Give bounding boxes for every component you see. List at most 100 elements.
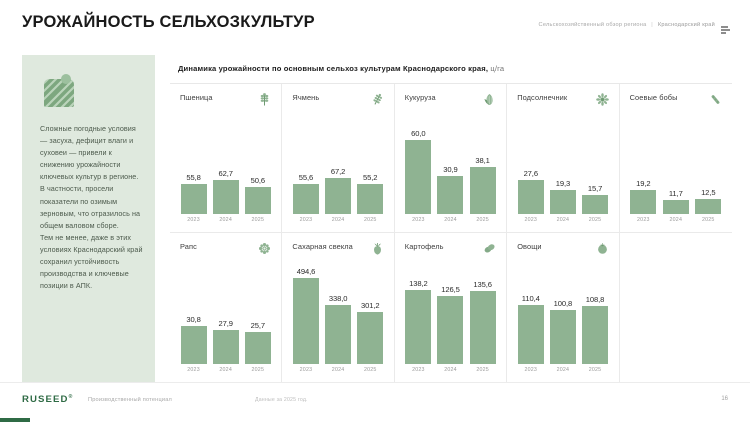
bar-value-label: 338,0 [328,294,348,304]
bar-value-label: 108,8 [585,294,605,304]
summary-panel: Сложные погодные условия — засуха, дефиц… [22,55,155,382]
bar-column[interactable]: 38,1 2025 [469,156,496,223]
bar-column[interactable]: 30,9 2024 [437,165,464,223]
summary-text: Сложные погодные условия — засуха, дефиц… [40,123,144,292]
bar [582,305,609,364]
chart-title-unit: ц/га [488,64,505,73]
crop-grid: Пшеница 55,8 2023 62,7 2024 50,6 2025 Ячмень 5… [170,84,732,382]
bar [212,180,239,214]
footer-divider [0,382,750,383]
bar-column[interactable]: 27,6 2023 [517,169,544,223]
crop-bar-chart: 19,2 2023 11,7 2024 12,5 2025 [630,108,722,223]
crop-cell[interactable]: Кукуруза 60,0 2023 30,9 2024 38,1 2025 [394,84,508,233]
bar-column[interactable]: 27,9 2024 [212,319,239,373]
bar-year-label: 2025 [476,217,489,223]
bar-column[interactable]: 60,0 2023 [405,129,432,223]
bar-year-label: 2023 [524,367,538,373]
crop-cell[interactable]: Картофель 138,2 2023 126,5 2024 135,6 2025 [395,233,508,382]
crop-bar-chart: 110,4 2023 100,8 2024 108,8 2025 [517,258,609,373]
bar-year-label: 2025 [701,217,715,223]
bar [325,177,352,214]
bar-value-label: 27,6 [523,169,538,179]
bar-year-label: 2025 [588,367,602,373]
crop-cell[interactable]: Рапс 30,8 2023 27,9 2024 25,7 2025 [170,233,283,382]
crop-cell-header: Пшеница [180,93,271,119]
bar-column[interactable]: 100,8 2024 [549,299,576,373]
rapeseed-icon [258,242,271,255]
crop-name: Пшеница [180,93,213,102]
crop-name: Подсолнечник [517,93,568,102]
crop-name: Рапс [180,242,197,251]
field-landscape-icon [40,73,78,109]
crop-cell[interactable]: Подсолнечник 27,6 2023 19,3 2024 15,7 2025 [507,84,620,233]
bar-column[interactable]: 138,2 2023 [405,279,432,373]
wheat-ear-icon [258,93,271,106]
crop-name: Кукуруза [404,93,436,102]
bar-value-label: 30,8 [186,315,201,325]
bar-column[interactable]: 25,7 2025 [244,321,271,373]
crop-name: Соевые бобы [629,93,678,102]
corn-icon [483,93,496,106]
bar-column[interactable]: 50,6 2025 [244,176,271,223]
summary-paragraph-3: Тем не менее, даже в этих условиях Красн… [40,232,143,291]
bar-column[interactable]: 301,2 2025 [357,301,384,373]
title-divider [170,83,732,84]
bar [549,309,576,364]
bar-column[interactable]: 62,7 2024 [212,169,239,223]
bar [630,190,657,214]
bar-column[interactable]: 494,6 2023 [292,267,319,373]
bar [437,176,464,214]
bar-value-label: 55,8 [186,173,201,183]
breadcrumb-separator: | [651,22,653,28]
bar [517,180,544,214]
bar-column[interactable]: 126,5 2024 [437,285,464,373]
slide-header: УРОЖАЙНОСТЬ СЕЛЬХОЗКУЛЬТУР Сельскохозяйс… [0,0,750,48]
bar-value-label: 19,2 [636,179,651,189]
bar-column[interactable]: 11,7 2024 [662,189,689,223]
bar-column[interactable]: 55,8 2023 [180,173,207,223]
bar-column[interactable]: 135,6 2025 [469,280,496,373]
bar-column[interactable]: 338,0 2024 [325,294,352,373]
bar-value-label: 25,7 [250,321,265,331]
bar-value-label: 494,6 [296,267,316,276]
crop-cell-header: Соевые бобы [630,93,722,119]
crop-bar-chart: 60,0 2023 30,9 2024 38,1 2025 [405,108,496,223]
breadcrumb-region: Краснодарский край [657,22,715,28]
bar-year-label: 2024 [669,217,683,223]
crop-cell-header: Сахарная свекла [292,242,383,268]
crop-cell-header: Картофель [405,242,496,268]
bar-year-label: 2024 [444,217,457,223]
bar-column[interactable]: 15,7 2025 [581,184,609,223]
bar-column[interactable]: 19,3 2024 [549,179,576,223]
crop-cell[interactable]: Ячмень 55,6 2023 67,2 2024 55,2 2025 [282,84,395,233]
bar-column[interactable]: 108,8 2025 [581,294,609,373]
crop-cell[interactable]: Соевые бобы 19,2 2023 11,7 2024 12,5 2025 [619,84,732,233]
bar-column[interactable]: 55,6 2023 [292,173,319,223]
bar-value-label: 301,2 [360,300,380,310]
brand-logo: RUSEED® [22,394,73,405]
slide-footer: RUSEED® Производственный потенциал Данны… [0,382,750,422]
bar-column[interactable]: 30,8 2023 [180,315,207,373]
bar-value-label: 38,1 [475,156,490,166]
crop-cell[interactable]: Сахарная свекла 494,6 2023 338,0 2024 301,2 2… [282,233,395,382]
bar-column[interactable]: 12,5 2025 [695,188,722,223]
crop-bar-chart: 30,8 2023 27,9 2024 25,7 2025 [180,258,271,373]
bar [405,140,432,214]
bar-column[interactable]: 67,2 2024 [325,167,352,223]
crop-cell[interactable]: Пшеница 55,8 2023 62,7 2024 50,6 2025 [170,84,283,233]
bar-year-label: 2023 [299,367,313,373]
crop-name: Сахарная свекла [292,242,353,251]
bar [437,296,464,364]
crop-cell[interactable]: Овощи 110,4 2023 100,8 2024 108,8 2025 [507,233,620,382]
footer-accent-bar [0,418,30,422]
tomato-icon [596,242,609,255]
bar-year-label: 2025 [476,367,489,373]
bar-column[interactable]: 19,2 2023 [630,179,657,223]
crop-name: Овощи [517,242,542,251]
bar [582,194,609,214]
crop-bar-chart: 138,2 2023 126,5 2024 135,6 2025 [405,258,496,373]
bar-value-label: 67,2 [330,166,346,176]
bar-column[interactable]: 55,2 2025 [357,173,384,223]
bar-column[interactable]: 110,4 2023 [517,294,544,373]
